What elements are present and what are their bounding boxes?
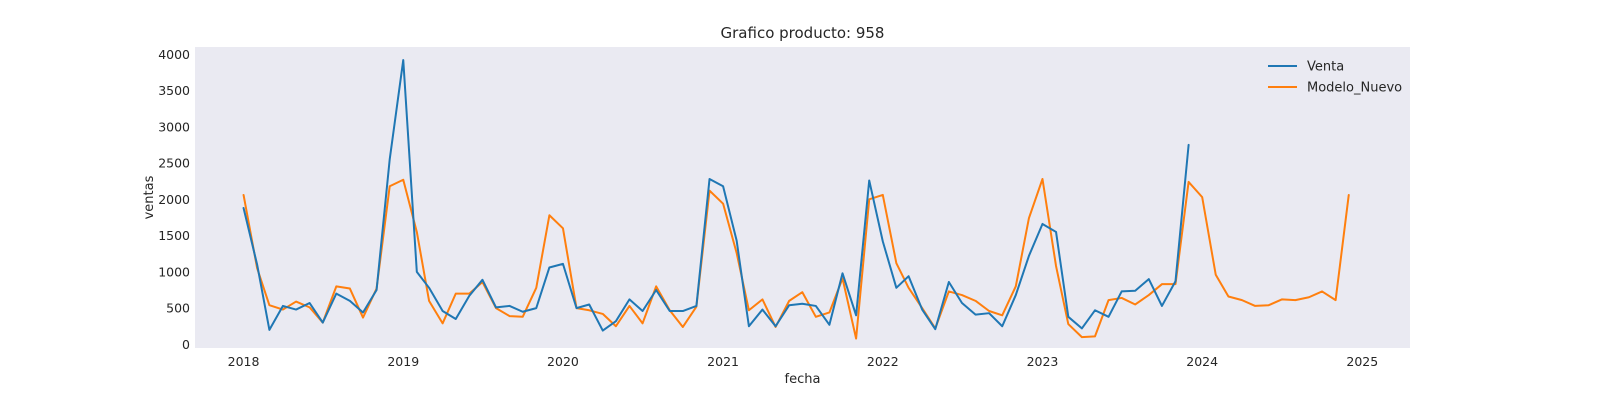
legend: Venta Modelo_Nuevo [1268, 60, 1402, 96]
y-tick-label: 0 [182, 337, 190, 352]
y-tick-label: 2000 [158, 192, 190, 207]
x-tick-label: 2023 [1027, 354, 1059, 369]
y-axis-label: ventas [142, 175, 157, 219]
x-tick-label: 2020 [547, 354, 579, 369]
y-tick-label: 500 [166, 301, 190, 316]
x-tick-label: 2025 [1346, 354, 1378, 369]
y-tick-label: 3000 [158, 119, 190, 134]
y-tick-label: 1500 [158, 228, 190, 243]
x-tick-label: 2018 [228, 354, 260, 369]
chart-title: Grafico producto: 958 [721, 24, 885, 42]
y-tick-label: 1000 [158, 264, 190, 279]
x-axis-label: fecha [785, 372, 821, 387]
x-tick-label: 2019 [387, 354, 419, 369]
y-tick-label: 2500 [158, 156, 190, 171]
y-tick-label: 3500 [158, 83, 190, 98]
series-layer [242, 59, 1350, 340]
legend-label: Venta [1307, 60, 1344, 75]
x-tick-label: 2021 [707, 354, 739, 369]
series-line-venta [242, 59, 1190, 332]
x-axis-ticks: 2018 2019 2020 2021 2022 2023 2024 2025 [228, 354, 1379, 369]
series-line-modelo-nuevo [242, 178, 1350, 340]
x-tick-label: 2022 [867, 354, 899, 369]
x-tick-label: 2024 [1186, 354, 1218, 369]
y-axis-ticks: 0 500 1000 1500 2000 2500 3000 3500 4000 [158, 47, 190, 352]
y-tick-label: 4000 [158, 47, 190, 62]
legend-label: Modelo_Nuevo [1307, 81, 1402, 96]
